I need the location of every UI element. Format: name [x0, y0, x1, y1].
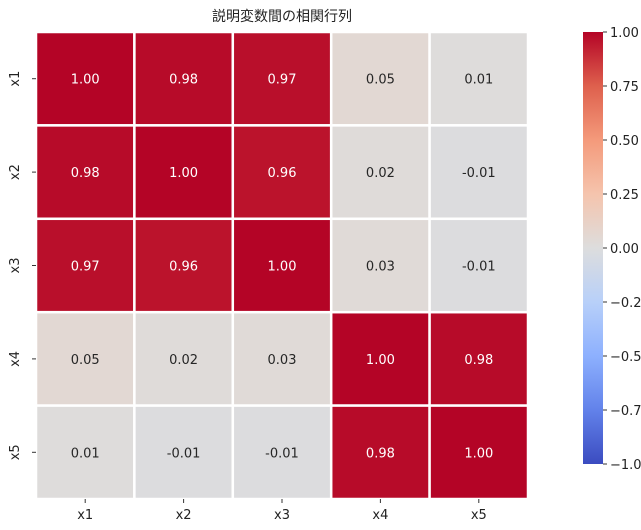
- cell-value-label: 0.96: [268, 166, 297, 181]
- heatmap-cell-r4-c4: [329, 310, 431, 407]
- colorbar-tick-label: −0.75: [610, 404, 641, 419]
- cell-value-label: -0.01: [265, 446, 299, 461]
- colorbar-tick-label: −1.00: [610, 458, 641, 473]
- heatmap-cells: 1.00 0.98 0.97 0.05 0.01 0.98 1.00 0.96 0.02 -0.0…: [34, 30, 530, 501]
- heatmap-cell-r2-c3: [231, 124, 333, 221]
- cell-value-label: 0.05: [71, 353, 100, 368]
- heatmap-cell-r4-c3: [231, 310, 333, 407]
- heatmap-cell-r2-c5: [428, 124, 530, 221]
- heatmap-cell-r4-c2: [133, 310, 235, 407]
- heatmap-cell-r5-c1: [34, 404, 136, 501]
- x-tick-label: x1: [77, 508, 93, 523]
- x-axis-tick-labels: x1 x2 x3 x4 x5: [77, 499, 487, 523]
- cell-value-label: 0.97: [268, 73, 297, 88]
- x-tick-label: x3: [274, 508, 290, 523]
- cell-value-label: -0.01: [462, 166, 496, 181]
- cell-value-label: 0.05: [366, 73, 395, 88]
- x-tick-label: x2: [176, 508, 192, 523]
- cell-value-label: 0.01: [71, 446, 100, 461]
- cell-value-label: -0.01: [462, 260, 496, 275]
- cell-value-label: 0.01: [464, 73, 493, 88]
- chart-title: 説明変数間の相関行列: [212, 8, 352, 25]
- cell-value-label: 0.96: [169, 260, 198, 275]
- cell-value-label: 1.00: [268, 260, 297, 275]
- colorbar-tick-label: 0.75: [610, 80, 639, 95]
- heatmap-cell-r5-c2: [133, 404, 235, 501]
- cell-value-label: 0.02: [366, 166, 395, 181]
- heatmap-cell-r1-c2: [133, 30, 235, 127]
- y-tick-label: x1: [8, 71, 23, 87]
- y-tick-label: x3: [8, 258, 23, 274]
- cell-value-label: 0.98: [169, 73, 198, 88]
- y-tick-label: x5: [8, 444, 23, 460]
- colorbar-tick-label: −0.50: [610, 350, 641, 365]
- cell-value-label: 0.03: [268, 353, 297, 368]
- heatmap-cell-r5-c3: [231, 404, 333, 501]
- cell-value-label: 1.00: [71, 73, 100, 88]
- cell-value-label: 1.00: [169, 166, 198, 181]
- cell-value-label: -0.01: [167, 446, 201, 461]
- colorbar-gradient: [583, 32, 603, 464]
- colorbar-tick-label: 0.25: [610, 188, 639, 203]
- colorbar-tick-label: 0.50: [610, 134, 639, 149]
- cell-value-label: 0.97: [71, 260, 100, 275]
- cell-value-label: 1.00: [464, 446, 493, 461]
- cell-value-label: 0.03: [366, 260, 395, 275]
- y-tick-label: x2: [8, 164, 23, 180]
- x-tick-label: x4: [372, 508, 388, 523]
- colorbar-tick-label: 1.00: [610, 26, 639, 41]
- cell-value-label: 0.98: [71, 166, 100, 181]
- heatmap-cell-r3-c4: [329, 217, 431, 314]
- heatmap-cell-r4-c5: [428, 310, 530, 407]
- colorbar-tick-label: 0.00: [610, 242, 639, 257]
- colorbar: 1.00 0.75 0.50 0.25 0.00 −0.25 −0.50 −0.75 −1.00: [583, 26, 641, 473]
- heatmap-cell-r3-c2: [133, 217, 235, 314]
- y-tick-label: x4: [8, 351, 23, 367]
- colorbar-tick-label: −0.25: [610, 296, 641, 311]
- cell-value-label: 1.00: [366, 353, 395, 368]
- x-tick-label: x5: [471, 508, 487, 523]
- y-axis-tick-labels: x1 x2 x3 x4 x5: [8, 71, 36, 460]
- cell-value-label: 0.98: [464, 353, 493, 368]
- cell-value-label: 0.98: [366, 446, 395, 461]
- cell-value-label: 0.02: [169, 353, 198, 368]
